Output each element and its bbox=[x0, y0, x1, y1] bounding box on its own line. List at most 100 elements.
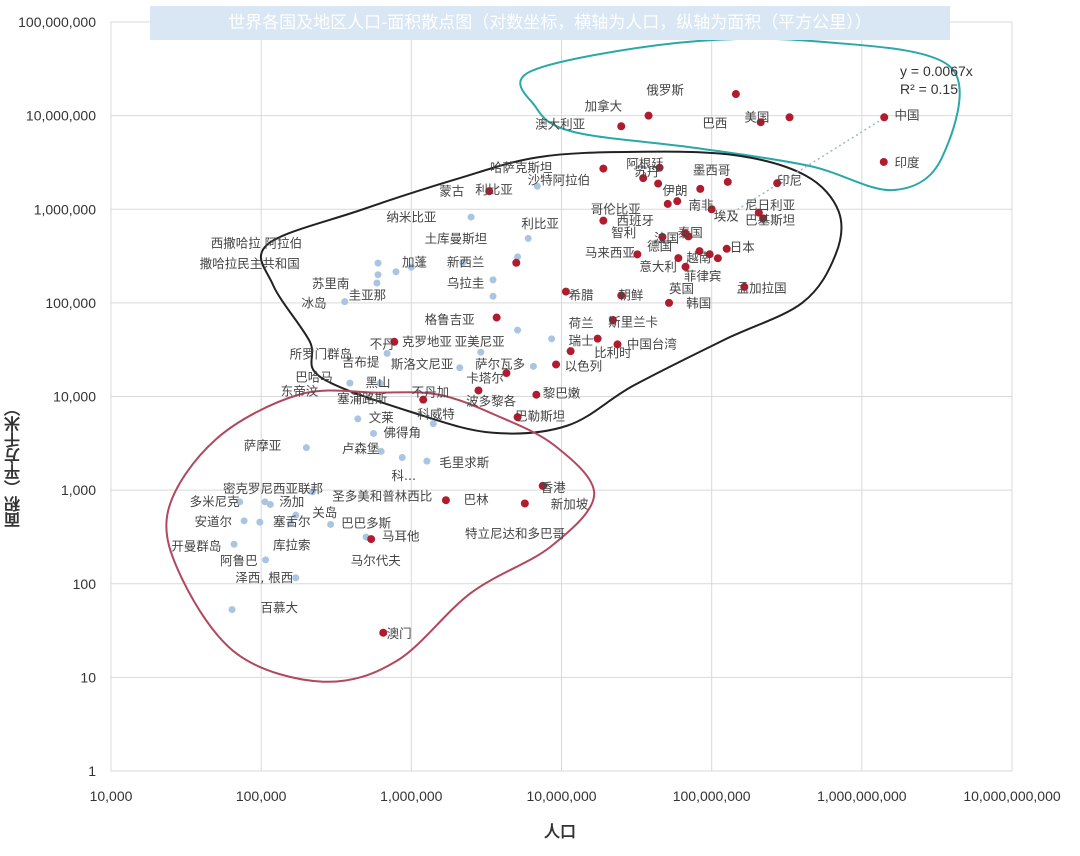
data-point-highlight bbox=[785, 113, 794, 122]
point-label: 俄罗斯 bbox=[646, 83, 684, 98]
data-point-highlight bbox=[879, 157, 888, 166]
data-point-other bbox=[548, 335, 556, 343]
point-label: 亚美尼亚 bbox=[455, 334, 505, 349]
point-label: 哈萨克斯坦 bbox=[490, 160, 553, 175]
data-point-highlight bbox=[658, 232, 667, 241]
data-point-highlight bbox=[654, 179, 663, 188]
point-label: 黎巴嫩 bbox=[543, 385, 581, 400]
data-point-other bbox=[256, 518, 264, 526]
data-point-other bbox=[236, 498, 244, 506]
data-point-other bbox=[261, 498, 269, 506]
data-point-highlight bbox=[599, 216, 608, 225]
data-point-highlight bbox=[665, 298, 674, 307]
data-point-highlight bbox=[617, 122, 626, 131]
data-point-other bbox=[529, 362, 537, 370]
x-tick-label: 100,000 bbox=[236, 788, 287, 804]
y-tick-label: 100 bbox=[73, 576, 97, 592]
data-point-other bbox=[354, 415, 362, 423]
point-label: 西班牙 bbox=[617, 213, 655, 228]
data-point-highlight bbox=[655, 163, 664, 172]
point-label: 利比亚 bbox=[475, 182, 513, 197]
point-label: 关岛 bbox=[312, 505, 337, 520]
point-label: 中国台湾 bbox=[627, 336, 677, 351]
point-label: 科... bbox=[392, 468, 416, 483]
point-label: 巴西 bbox=[702, 116, 727, 131]
data-point-highlight bbox=[633, 250, 642, 259]
point-label: 泽西, 根西 bbox=[235, 570, 293, 585]
data-point-other bbox=[524, 234, 532, 242]
point-label: 英国 bbox=[669, 281, 694, 296]
point-label: 吉布提 bbox=[342, 355, 380, 370]
point-label: 不丹加 bbox=[412, 385, 450, 400]
point-label: 澳门 bbox=[387, 626, 412, 641]
data-point-other bbox=[327, 520, 335, 528]
data-point-other bbox=[309, 488, 317, 496]
y-tick-label: 1,000,000 bbox=[34, 201, 96, 217]
y-tick-label: 10 bbox=[80, 669, 96, 685]
point-label: 百慕大 bbox=[261, 600, 299, 615]
point-label: 格鲁吉亚 bbox=[425, 312, 475, 327]
data-point-highlight bbox=[674, 254, 683, 263]
data-point-highlight bbox=[492, 313, 501, 322]
point-label: 荷兰 bbox=[569, 316, 594, 331]
data-point-highlight bbox=[552, 360, 561, 369]
point-label: 乌拉圭 bbox=[447, 275, 485, 290]
data-point-highlight bbox=[538, 481, 547, 490]
point-label: 比利时 bbox=[594, 345, 632, 360]
data-point-other bbox=[459, 259, 467, 267]
point-label: 文莱 bbox=[369, 410, 394, 425]
point-label: 意大利 bbox=[639, 259, 677, 274]
point-label: 苏里南 bbox=[312, 276, 350, 291]
point-label: 波多黎各 bbox=[466, 394, 517, 409]
point-label: 西撒哈拉 阿拉伯 bbox=[211, 236, 302, 251]
data-point-highlight bbox=[644, 111, 653, 120]
data-point-highlight bbox=[673, 197, 682, 206]
point-label: 德国 bbox=[647, 239, 672, 254]
point-label: 法国 bbox=[654, 230, 679, 245]
point-label: 印度 bbox=[895, 155, 921, 170]
data-point-highlight bbox=[681, 229, 690, 238]
point-label: 尼日利亚 bbox=[745, 197, 795, 212]
data-point-highlight bbox=[593, 334, 602, 343]
data-point-other bbox=[514, 326, 522, 334]
point-label: 加蓬 bbox=[402, 254, 428, 269]
trendline bbox=[728, 117, 885, 216]
data-point-highlight bbox=[474, 386, 483, 395]
point-label: 印尼 bbox=[777, 173, 802, 188]
data-point-other bbox=[392, 268, 400, 276]
data-point-highlight bbox=[502, 369, 511, 378]
point-label: 越南 bbox=[686, 250, 711, 265]
point-label: 墨西哥 bbox=[693, 162, 731, 177]
x-tick-label: 100,000,000 bbox=[673, 788, 751, 804]
point-label: 萨摩亚 bbox=[244, 438, 282, 453]
point-label: 多米尼克 bbox=[190, 494, 240, 509]
point-label: 日本 bbox=[730, 240, 756, 255]
point-label: 特立尼达和多巴哥 bbox=[465, 526, 565, 541]
point-label: 马耳他 bbox=[382, 528, 420, 543]
point-label: 马尔代夫 bbox=[351, 553, 402, 568]
data-point-highlight bbox=[681, 262, 690, 271]
data-point-other bbox=[266, 501, 274, 509]
point-label: 巴巴多斯 bbox=[341, 516, 391, 531]
y-tick-label: 1 bbox=[88, 763, 96, 779]
y-tick-label: 100,000 bbox=[45, 295, 96, 311]
point-label: 阿鲁巴 bbox=[220, 553, 258, 568]
point-label: 安道尔 bbox=[195, 514, 233, 529]
x-tick-label: 1,000,000,000 bbox=[817, 788, 907, 804]
data-point-other bbox=[374, 271, 382, 279]
point-label: 中国 bbox=[895, 108, 920, 123]
data-point-other bbox=[262, 556, 270, 564]
data-point-other bbox=[292, 511, 300, 519]
data-point-other bbox=[407, 263, 415, 271]
data-point-other bbox=[240, 517, 248, 525]
data-point-highlight bbox=[512, 258, 521, 267]
y-tick-label: 100,000,000 bbox=[18, 14, 96, 30]
point-label: 东帝汶 bbox=[281, 384, 319, 399]
trendline-r2: R² = 0.15 bbox=[900, 81, 958, 97]
point-label: 克罗地亚 bbox=[402, 334, 452, 349]
trendline-formula: y = 0.0067x bbox=[900, 63, 973, 79]
point-label: 萨尔瓦多 bbox=[475, 356, 525, 371]
point-label: 智利 bbox=[611, 225, 636, 240]
data-point-highlight bbox=[608, 316, 617, 325]
